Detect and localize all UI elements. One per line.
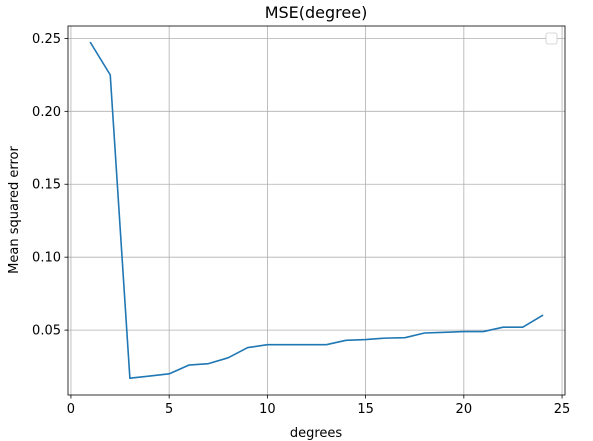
legend-box bbox=[545, 32, 558, 45]
x-tick-label: 25 bbox=[554, 402, 571, 417]
x-tick-label: 20 bbox=[456, 402, 473, 417]
x-tick-label: 10 bbox=[259, 402, 276, 417]
series-layer bbox=[89, 41, 544, 380]
y-tick-label: 0.20 bbox=[32, 105, 61, 120]
x-tick-label: 15 bbox=[357, 402, 374, 417]
x-axis-ticks: 0 5 10 15 20 25 bbox=[67, 395, 571, 417]
y-axis-label: Mean squared error bbox=[7, 146, 22, 274]
y-tick-label: 0.15 bbox=[32, 178, 61, 193]
x-tick-label: 0 bbox=[67, 402, 75, 417]
y-axis-ticks: 0.05 0.10 0.15 0.20 0.25 bbox=[32, 32, 68, 339]
y-tick-label: 0.10 bbox=[32, 251, 61, 266]
x-tick-label: 5 bbox=[165, 402, 173, 417]
y-tick-label: 0.05 bbox=[32, 324, 61, 339]
x-axis-label: degrees bbox=[290, 426, 343, 441]
grid-lines bbox=[68, 26, 565, 395]
chart-title: MSE(degree) bbox=[265, 3, 368, 22]
plot-frame bbox=[67, 25, 566, 396]
y-tick-label: 0.25 bbox=[32, 32, 61, 47]
series-line bbox=[89, 41, 544, 380]
